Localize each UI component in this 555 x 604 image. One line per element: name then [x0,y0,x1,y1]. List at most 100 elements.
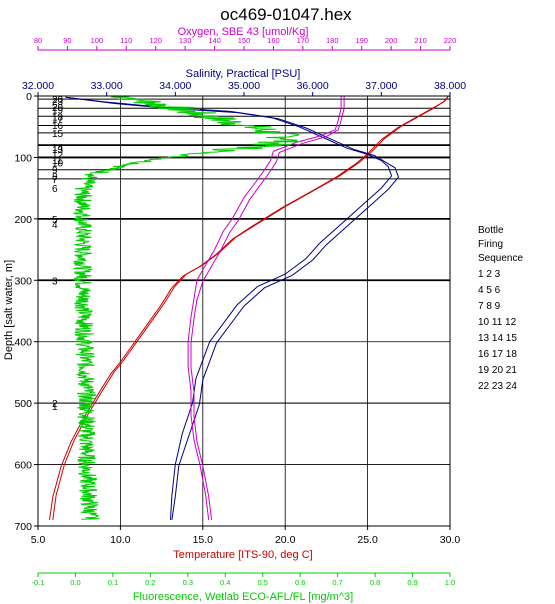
fluorescence-tick-label: 0.0 [70,578,80,587]
series-salinity [65,96,393,520]
oxygen-tick-label: 210 [414,36,427,45]
legend-row: 1 2 3 [478,269,501,280]
legend-row: 16 17 18 [478,349,517,360]
oxygen-tick-label: 150 [238,36,251,45]
temperature-axis-label: Temperature [ITS-90, deg C] [173,549,312,561]
fluorescence-tick-label: 0.2 [145,578,155,587]
bottle-label: 11 [52,156,63,167]
salinity-tick-label: 36.000 [297,80,329,92]
fluorescence-tick-label: 0.7 [332,578,342,587]
series-temperature_up [49,95,449,520]
bottle-label: 15 [52,129,64,140]
series-salinity_up [65,96,400,520]
salinity-tick-label: 38.000 [434,80,466,92]
bottle-label: 1 [52,402,58,413]
bottle-label: 19 [52,106,64,117]
salinity-tick-label: 34.000 [159,80,191,92]
bottle-legend: Bottle Firing Sequence 1 2 3 4 5 6 7 8 9 10 11… [478,225,523,392]
oxygen-tick-label: 190 [355,36,368,45]
depth-tick-label: 0 [26,91,32,103]
oxygen-tick-label: 170 [297,36,310,45]
temperature-tick-label: 30.0 [440,534,461,546]
oxygen-axis-label: Oxygen, SBE 43 [umol/Kg] [178,26,309,38]
oxygen-tick-label: 90 [63,36,71,45]
temperature-tick-label: 25.0 [357,534,378,546]
oxygen-tick-label: 140 [208,36,221,45]
salinity-tick-label: 33.000 [91,80,123,92]
temperature-tick-label: 20.0 [275,534,296,546]
legend-row: 10 11 12 [478,317,517,328]
depth-tick-label: 700 [14,521,32,533]
fluorescence-tick-label: 0.5 [258,578,268,587]
salinity-tick-label: 37.000 [365,80,397,92]
legend-row: 22 23 24 [478,381,517,392]
bottle-label: 8 [52,172,58,183]
plot-frame [37,95,451,527]
temperature-tick-label: 15.0 [193,534,214,546]
bottle-label: 6 [52,184,58,195]
series-oxygen_up [190,96,345,520]
depth-axis-label: Depth [salt water, m] [3,260,15,360]
bottle-label: 18 [52,112,64,123]
oxygen-tick-label: 120 [149,36,162,45]
bottle-label: 7 [52,175,58,186]
fluorescence-tick-label: -0.1 [32,578,45,587]
bottle-label: 4 [52,220,58,231]
legend-row: 19 20 21 [478,365,517,376]
fluorescence-tick-label: 0.4 [220,578,230,587]
depth-tick-label: 600 [14,460,32,472]
salinity-tick-label: 32.000 [22,80,54,92]
oxygen-tick-label: 160 [267,36,280,45]
bottle-label: 20 [52,95,64,106]
oxygen-tick-label: 110 [120,36,132,45]
fluorescence-axis-label: Fluorescence, Wetlab ECO-AFL/FL [mg/m^3] [133,591,353,603]
series-oxygen [187,96,342,520]
oxygen-tick-label: 180 [326,36,339,45]
fluorescence-tick-label: 0.6 [295,578,305,587]
legend-row: 13 14 15 [478,333,517,344]
bottle-label: 3 [52,276,58,287]
bottle-label: 17 [52,115,64,126]
oxygen-tick-label: 200 [385,36,398,45]
bottle-label: 20 [52,103,64,114]
bottle-label: 16 [52,121,64,132]
bottle-label: 2 [52,399,58,410]
bottle-label: 10 [52,158,64,169]
fluorescence-tick-label: 0.1 [108,578,118,587]
bottle-label: 5 [52,215,58,226]
fluorescence-tick-label: 1.0 [445,578,455,587]
series-lines [49,95,449,520]
oxygen-tick-label: 130 [179,36,192,45]
salinity-tick-label: 35.000 [228,80,260,92]
temperature-tick-label: 5.0 [31,534,46,546]
series-fluorescence [72,95,303,520]
legend-heading: Firing [478,239,503,250]
chart-title: oc469-01047.hex [220,5,352,24]
salinity-axis-label: Salinity, Practical [PSU] [186,68,301,80]
depth-tick-label: 500 [14,398,32,410]
bottle-label: 9 [52,166,58,177]
grid [37,95,451,527]
oxygen-tick-label: 80 [34,36,42,45]
bottle-lines [38,98,450,404]
depth-tick-label: 300 [14,275,32,287]
oxygen-tick-label: 220 [444,36,457,45]
bottle-label: 23 [52,97,64,108]
fluorescence-tick-label: 0.9 [407,578,417,587]
legend-heading: Sequence [478,253,523,264]
depth-tick-label: 400 [14,337,32,349]
bottle-label: 14 [52,143,64,154]
fluorescence-tick-label: 0.3 [183,578,193,587]
depth-tick-label: 200 [14,214,32,226]
bottle-label: 13 [52,145,64,156]
series-temperature [52,95,449,520]
legend-row: 7 8 9 [478,301,501,312]
oxygen-tick-label: 100 [91,36,104,45]
legend-heading: Bottle [478,225,504,236]
temperature-tick-label: 10.0 [110,534,131,546]
bottle-label: 12 [52,150,64,161]
legend-row: 4 5 6 [478,285,501,296]
fluorescence-tick-label: 0.8 [370,578,380,587]
